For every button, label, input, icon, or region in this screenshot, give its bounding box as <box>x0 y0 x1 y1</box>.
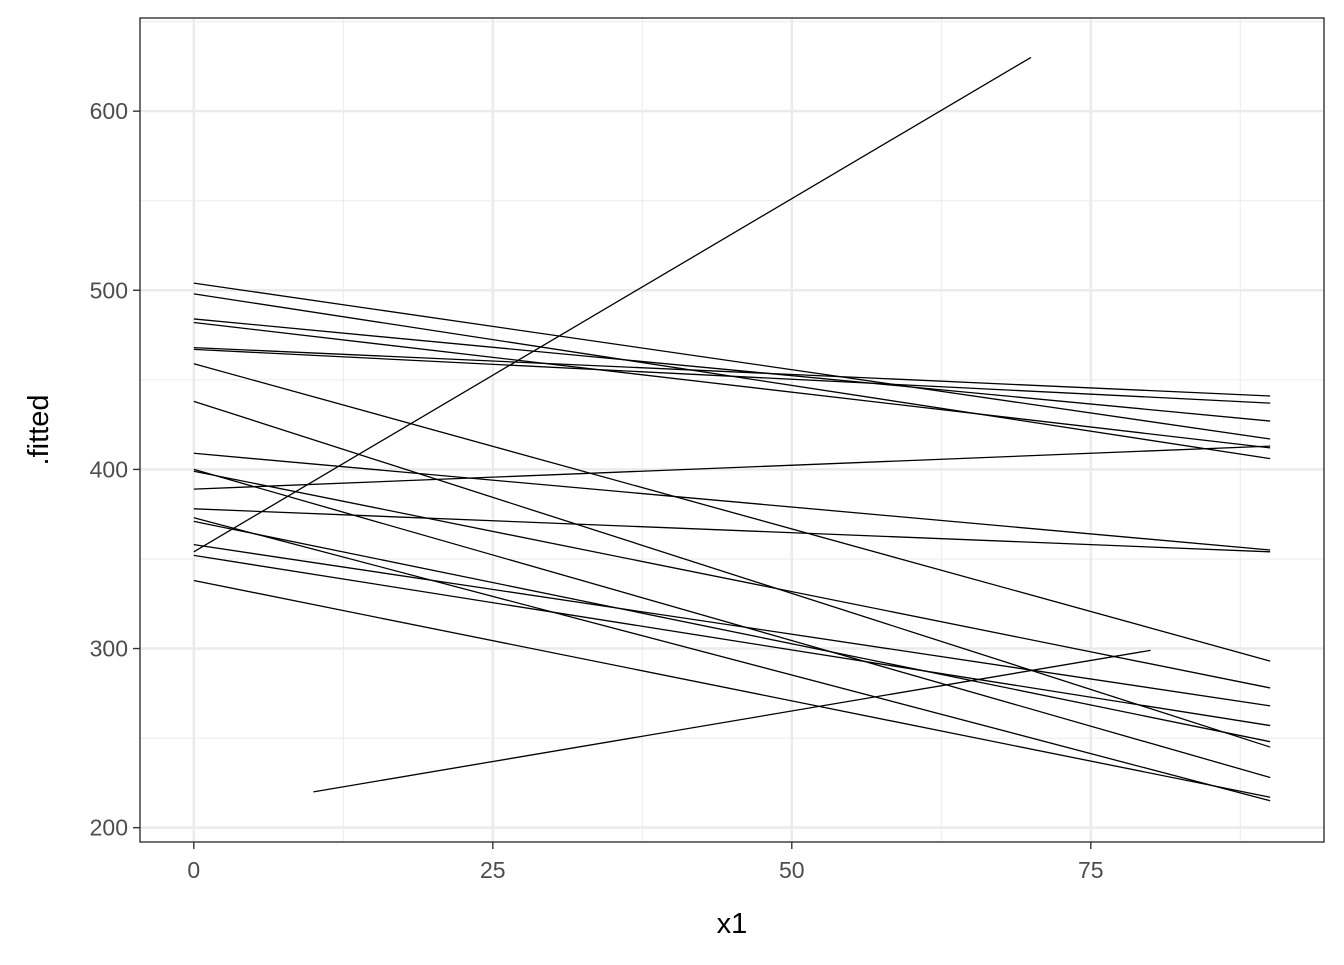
y-tick-label: 400 <box>90 456 128 482</box>
panel-background <box>140 18 1324 842</box>
series-line-15 <box>193 520 1271 743</box>
series-line-1 <box>193 282 1271 440</box>
series-line-8 <box>193 400 1271 748</box>
y-tick-label: 300 <box>90 636 128 662</box>
panel-border <box>139 17 1325 843</box>
grid <box>140 18 1324 842</box>
axes: 0 25 50 75 200 300 400 500 600 <box>90 98 1104 883</box>
series-line-7 <box>193 363 1271 662</box>
series-line-19 <box>193 56 1032 553</box>
series-line-10 <box>193 445 1271 490</box>
x-tick-label: 75 <box>1078 857 1104 883</box>
x-tick-label: 25 <box>480 857 506 883</box>
series-line-3 <box>193 318 1271 422</box>
series-line-20 <box>313 649 1151 793</box>
y-tick-label: 600 <box>90 98 128 124</box>
series-line-16 <box>193 544 1271 707</box>
x-tick-label: 50 <box>779 857 805 883</box>
x-tick-label: 0 <box>187 857 200 883</box>
series-line-6 <box>193 348 1271 404</box>
series-line-17 <box>193 554 1271 727</box>
series-line-18 <box>193 579 1271 798</box>
y-tick-label: 200 <box>90 815 128 841</box>
series-line-11 <box>193 508 1271 553</box>
series-line-13 <box>193 470 1271 689</box>
y-axis-title: .fitted <box>23 395 55 466</box>
series-line-9 <box>193 452 1271 551</box>
series-lines <box>193 56 1271 802</box>
series-line-4 <box>193 321 1271 449</box>
y-tick-label: 500 <box>90 277 128 303</box>
x-axis-title: x1 <box>717 908 748 940</box>
series-line-14 <box>193 517 1271 802</box>
series-line-12 <box>193 468 1271 779</box>
series-line-5 <box>193 346 1271 397</box>
